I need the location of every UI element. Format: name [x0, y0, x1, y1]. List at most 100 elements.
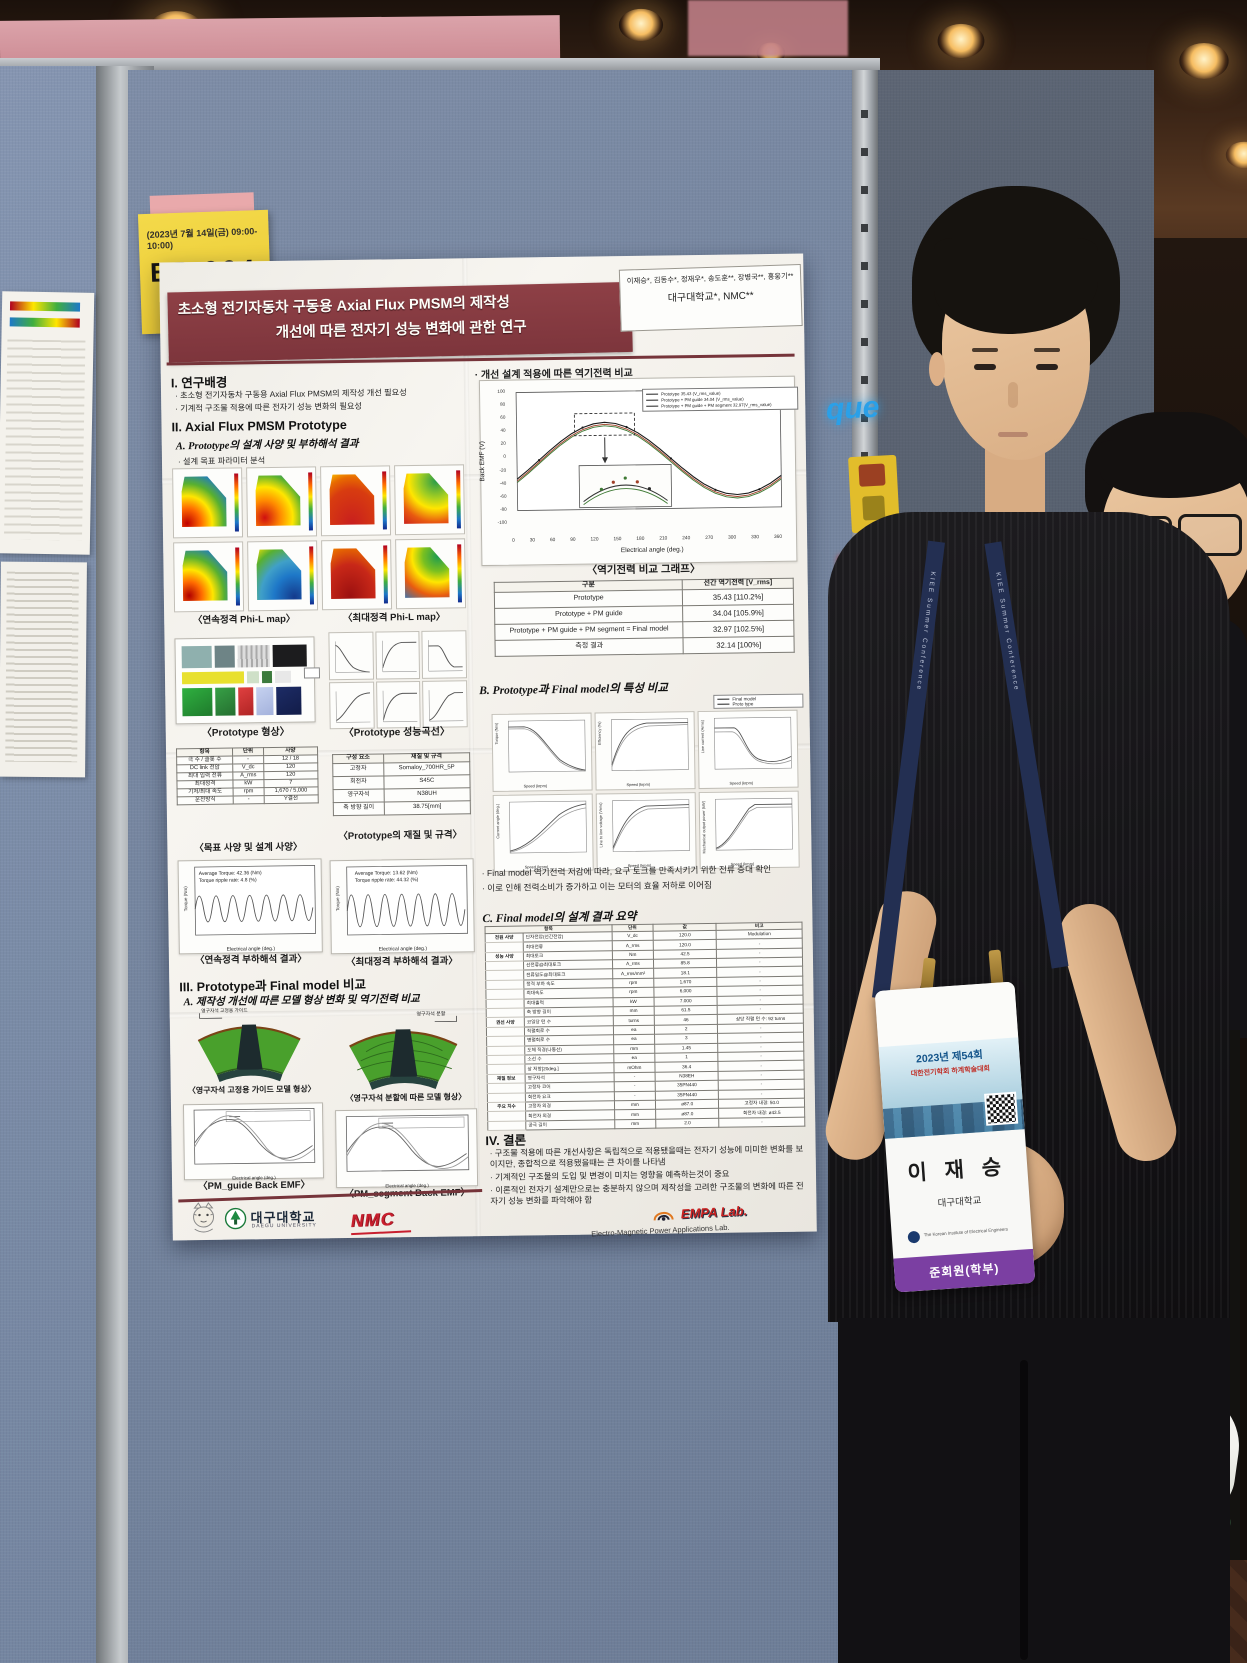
cell-group: [487, 1083, 526, 1094]
caption-curves: 〈Prototype 성능곡선〉: [343, 726, 450, 740]
legend-line-icon: [646, 393, 659, 395]
cell-unit: A_rms: [612, 940, 654, 951]
second-person-body: [1060, 618, 1247, 1038]
cell-unit: mOhm: [613, 1062, 656, 1073]
torque-ripple-chart: Average Torque: 13.62 (Nm) Torque ripple…: [335, 864, 469, 936]
secB-plot-grid: Torque (Nm) Speed (krpm) Efficiency (%) …: [491, 709, 800, 873]
glasses-icon: [1178, 514, 1242, 556]
tick-label: 60: [500, 414, 506, 420]
cell-group: 주요 치수: [487, 1101, 526, 1112]
cell-group: [486, 1036, 525, 1047]
x-axis-ticks: 0 30 60 90 120 150 180 210 240 270 300 330 360: [512, 535, 782, 544]
torque-ripple-chart: Average Torque: 42.36 (Nm) Torque ripple…: [183, 865, 316, 936]
poster-author-box: 이재승*, 김동수*, 정재우*, 송도훈**, 장병국**, 홍웅기** 대구…: [618, 264, 803, 332]
pm-segment-emf-plot: Electrical angle (deg.): [335, 1108, 479, 1188]
cell-group: [487, 1092, 526, 1103]
tick-label: -20: [499, 467, 507, 473]
cell-unit: -: [613, 1071, 656, 1082]
b-plot: Torque (Nm) Speed (krpm): [491, 712, 593, 792]
backemf-chart-svg: [515, 388, 783, 511]
empa-logo: EMPA Lab. Electro-Magnetic Power Applica…: [591, 1199, 811, 1239]
b-plot-ylabel: Line to line voltage (Vrms): [597, 801, 604, 848]
cell-group: [485, 979, 524, 990]
sec2-heading: II. Axial Flux PMSM Prototype: [171, 417, 347, 435]
motor-part: [246, 671, 260, 684]
prototype-exploded-view: [174, 636, 321, 725]
tick-label: 240: [682, 536, 691, 542]
y-axis-ticks: 100 80 60 40 20 0 -20 -40 -60 -80 -100: [489, 389, 507, 525]
cell-unit: -: [614, 1090, 656, 1101]
cell-value: S45C: [383, 774, 471, 789]
legend-entry: Proto type: [717, 701, 799, 707]
motor-part: [182, 687, 213, 717]
b-plot-ylabel: Efficiency (%): [596, 721, 602, 746]
carpet-corner: [1050, 1560, 1247, 1663]
phi-l-map: [395, 538, 467, 610]
daegu-univ-emblem-icon: [224, 1207, 247, 1230]
mini-plot: [422, 680, 468, 729]
caption-max-load: 〈최대정격 부하해석 결과〉: [346, 955, 458, 969]
chart-legend: Prototype 35.43 (V_rms_value) Prototype +…: [642, 386, 799, 412]
pm-guide-emf-plot: Electrical angle (deg.): [182, 1102, 325, 1181]
cell-group: [486, 1054, 525, 1065]
motor-part: [261, 671, 273, 684]
phi-l-map: [246, 466, 318, 538]
tick-label: 150: [613, 537, 622, 543]
svg-text:Average Torque: 13.62 (Nm): Average Torque: 13.62 (Nm): [355, 870, 418, 877]
second-person: [1060, 400, 1247, 1663]
material-table: 구성 요소 재질 및 규격 고정자 Somaloy_700HR_5P 회전자 S…: [332, 752, 471, 816]
secD-heading: IV. 결론: [485, 1133, 527, 1149]
cell-group: 전원 사양: [485, 932, 524, 943]
tick-label: 360: [773, 534, 783, 540]
dimension-callout: [303, 667, 321, 679]
tick-label: 270: [705, 535, 714, 541]
phi-l-map-grid: [172, 464, 467, 613]
caption-material: 〈Prototype의 재질 및 규격〉: [338, 829, 463, 843]
cell-group: [485, 942, 524, 953]
legend-label: Prototype + PM guide + PM segment 32.97(…: [661, 402, 772, 409]
nmc-logo: NMC: [350, 1208, 421, 1237]
tick-label: 180: [636, 536, 645, 542]
neighbor-poster-sheet: [0, 561, 87, 778]
legend-entry: Prototype + PM guide + PM segment 32.97(…: [646, 402, 794, 409]
phi-l-map: [394, 464, 466, 536]
ceiling-light: [937, 23, 985, 59]
motor-part: [276, 686, 302, 715]
daegu-univ-name-en: DAEGU UNIVERSITY: [251, 1222, 317, 1230]
motor-part: [215, 687, 236, 716]
cell-group: 권선 사양: [486, 1017, 525, 1028]
b-plot-ylabel: Current angle (deg.): [494, 803, 501, 839]
neighbor-text-lines: [3, 339, 86, 541]
empa-logo-text: EMPA Lab.: [680, 1203, 748, 1222]
motor-part: [181, 645, 212, 669]
caption-cont-load: 〈연속정격 부하해석 결과〉: [195, 953, 307, 967]
sneaker-laces: [1156, 1407, 1208, 1465]
cell-group: 성능 사양: [485, 951, 524, 962]
tick-label: 120: [590, 537, 599, 543]
colorbar: [381, 471, 388, 529]
backemf-table: 구분 선간 역기전력 [V_rms] Prototype 35.43 [110.…: [493, 577, 795, 657]
second-person-mouth: [1160, 596, 1190, 601]
table-row: 측정 결과 32.14 [100%]: [495, 635, 795, 657]
b-plot: Line to line voltage (Vrms) Speed (krpm): [595, 791, 697, 871]
cell-group: [487, 1111, 526, 1122]
svg-text:Torque (Nm): Torque (Nm): [183, 886, 188, 912]
finding-bullet: · 이로 인해 전력소비가 증가하고 이는 모터의 효율 저하로 이어짐: [481, 879, 712, 893]
cell-unit: V_dc: [611, 931, 654, 942]
secB-legend: Final model Proto type: [713, 693, 804, 709]
conclusion-bullet: · 구조물 적용에 따른 개선사항은 독립적으로 적용됐을때는 전자기 성능에 …: [489, 1143, 804, 1169]
colorbar: [233, 473, 240, 532]
motor-part: [237, 645, 270, 668]
caption-phi-cont: 〈연속정격 Phi-L map〉: [192, 613, 296, 627]
phi-l-map: [172, 467, 244, 539]
cell-note: -: [719, 1116, 805, 1128]
cell-unit: mm: [614, 1100, 656, 1111]
caption-guide-model: 〈영구자석 고정용 가이드 모델 형상〉: [187, 1084, 316, 1096]
y-axis-label: Back EMF (V): [478, 441, 487, 482]
tick-label: 300: [728, 535, 737, 541]
b-plot-ylabel: Line current (Arms): [699, 719, 706, 754]
sec1-bullets: · 초소형 전기자동차 구동용 Axial Flux PMSM의 제작성 개선 …: [175, 386, 467, 415]
cell-item: 고정자: [332, 762, 384, 777]
b-plot: Mechanical output power (kW) Speed (krpm…: [698, 790, 800, 870]
cell-voltage: 34.04 [105.9%]: [682, 603, 794, 622]
